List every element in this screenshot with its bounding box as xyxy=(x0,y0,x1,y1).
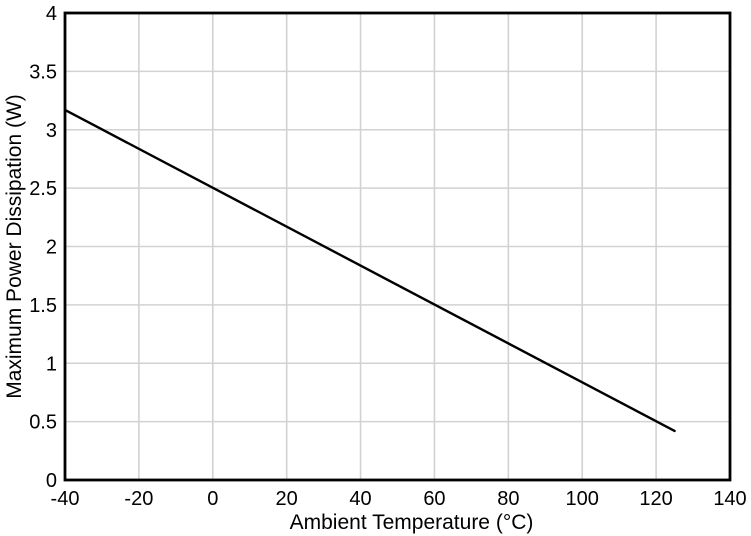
x-tick-label: 120 xyxy=(639,488,672,510)
y-tick-label: 4 xyxy=(46,3,57,25)
y-tick-label: 0 xyxy=(46,470,57,492)
x-tick-label: 60 xyxy=(423,488,445,510)
y-axis-title: Maximum Power Dissipation (W) xyxy=(3,94,26,399)
y-tick-label: 3 xyxy=(46,120,57,142)
y-tick-label: 1.5 xyxy=(29,295,57,317)
x-axis-title: Ambient Temperature (°C) xyxy=(290,511,534,534)
x-tick-label: -20 xyxy=(124,488,153,510)
series-line-maximum-power-dissipation xyxy=(63,108,676,433)
x-tick-label: 40 xyxy=(349,488,371,510)
x-tick-label: 20 xyxy=(276,488,298,510)
x-tick-label: 80 xyxy=(497,488,519,510)
y-tick-label: 2 xyxy=(46,237,57,259)
y-tick-label: 1 xyxy=(46,353,57,375)
x-tick-label: 100 xyxy=(566,488,599,510)
y-tick-label: 0.5 xyxy=(29,412,57,434)
x-tick-label: 140 xyxy=(713,488,746,510)
y-tick-label: 2.5 xyxy=(29,178,57,200)
x-tick-label: 0 xyxy=(207,488,218,510)
x-tick-label: -40 xyxy=(51,488,80,510)
plot-border xyxy=(63,11,732,482)
y-tick-label: 3.5 xyxy=(29,61,57,83)
